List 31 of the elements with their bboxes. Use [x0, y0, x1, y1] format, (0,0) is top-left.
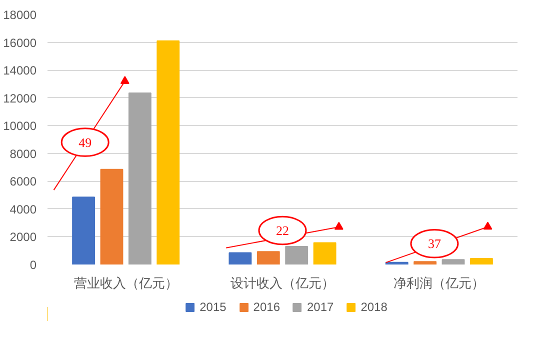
legend-label: 2018 — [360, 300, 388, 314]
y-tick-label: 18000 — [3, 8, 37, 22]
y-tick-label: 8000 — [10, 146, 37, 161]
y-tick-label: 14000 — [3, 64, 37, 78]
bar — [256, 251, 280, 264]
annotation: 37 — [428, 236, 442, 252]
bar — [156, 40, 180, 264]
bar — [100, 168, 124, 264]
y-tick-label: 2000 — [10, 230, 37, 244]
bar — [414, 261, 437, 264]
annotation: 49 — [78, 134, 92, 150]
bar — [128, 92, 152, 264]
bar — [442, 259, 465, 264]
y-tick-label: 4000 — [10, 202, 37, 216]
x-tick-label: 设计收入（亿元） — [230, 276, 334, 290]
legend-label: 2016 — [253, 300, 280, 314]
bar — [228, 252, 252, 264]
y-tick-label: 0 — [30, 258, 37, 272]
bar — [385, 262, 408, 264]
y-tick-label: 16000 — [3, 36, 37, 50]
bar — [72, 196, 95, 264]
annotation: 22 — [276, 222, 289, 238]
x-tick-label: 净利润（亿元） — [394, 276, 485, 290]
bar — [313, 242, 336, 264]
bar — [470, 258, 493, 264]
x-tick-label: 营业收入（亿元） — [74, 276, 178, 290]
y-tick-label: 6000 — [10, 174, 37, 189]
y-tick-label: 12000 — [3, 91, 37, 106]
y-tick-label: 10000 — [3, 119, 37, 134]
legend-label: 2015 — [200, 300, 226, 314]
legend-label: 2017 — [307, 300, 334, 314]
